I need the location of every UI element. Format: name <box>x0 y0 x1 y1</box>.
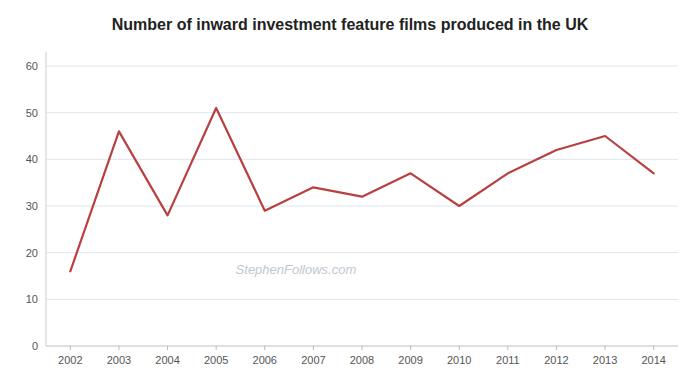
grid-line <box>46 66 678 67</box>
chart: Number of inward investment feature film… <box>0 0 700 386</box>
grid-line <box>46 206 678 207</box>
x-tick-label: 2009 <box>398 354 422 366</box>
x-tick-label: 2013 <box>593 354 617 366</box>
x-tick-label: 2003 <box>107 354 131 366</box>
x-tick <box>507 346 508 350</box>
x-tick <box>216 346 217 350</box>
x-tick-label: 2006 <box>253 354 277 366</box>
y-tick-label: 20 <box>26 247 38 259</box>
x-tick-label: 2014 <box>641 354 665 366</box>
grid-line <box>46 112 678 113</box>
plot-area <box>70 108 653 271</box>
x-tick-label: 2007 <box>301 354 325 366</box>
title: Number of inward investment feature film… <box>112 16 589 33</box>
grid-line <box>46 159 678 160</box>
x-tick <box>556 346 557 350</box>
x-tick <box>167 346 168 350</box>
x-tick <box>653 346 654 350</box>
x-tick-label: 2011 <box>496 354 520 366</box>
x-tick-label: 2005 <box>204 354 228 366</box>
x-tick-label: 2002 <box>58 354 82 366</box>
x-tick <box>459 346 460 350</box>
grid-line <box>46 299 678 300</box>
chart-container: Number of inward investment feature film… <box>0 0 700 386</box>
y-axis-line <box>46 52 47 346</box>
watermark: StephenFollows.com <box>236 262 357 277</box>
line <box>70 108 653 271</box>
y-tick-label: 0 <box>32 340 38 352</box>
x-tick <box>70 346 71 350</box>
y-tick-label: 30 <box>26 200 38 212</box>
y-tick-label: 10 <box>26 293 38 305</box>
x-tick <box>118 346 119 350</box>
y-tick-label: 40 <box>26 153 38 165</box>
x-tick-label: 2012 <box>544 354 568 366</box>
x-tick <box>410 346 411 350</box>
x-tick <box>362 346 363 350</box>
grid-line <box>46 252 678 253</box>
grid <box>46 66 678 346</box>
x-tick-label: 2010 <box>447 354 471 366</box>
x-tick <box>264 346 265 350</box>
y-tick-label: 50 <box>26 107 38 119</box>
x-tick-label: 2004 <box>155 354 179 366</box>
y-tick-label: 60 <box>26 60 38 72</box>
x-tick <box>605 346 606 350</box>
x-tick-label: 2008 <box>350 354 374 366</box>
x-tick <box>313 346 314 350</box>
